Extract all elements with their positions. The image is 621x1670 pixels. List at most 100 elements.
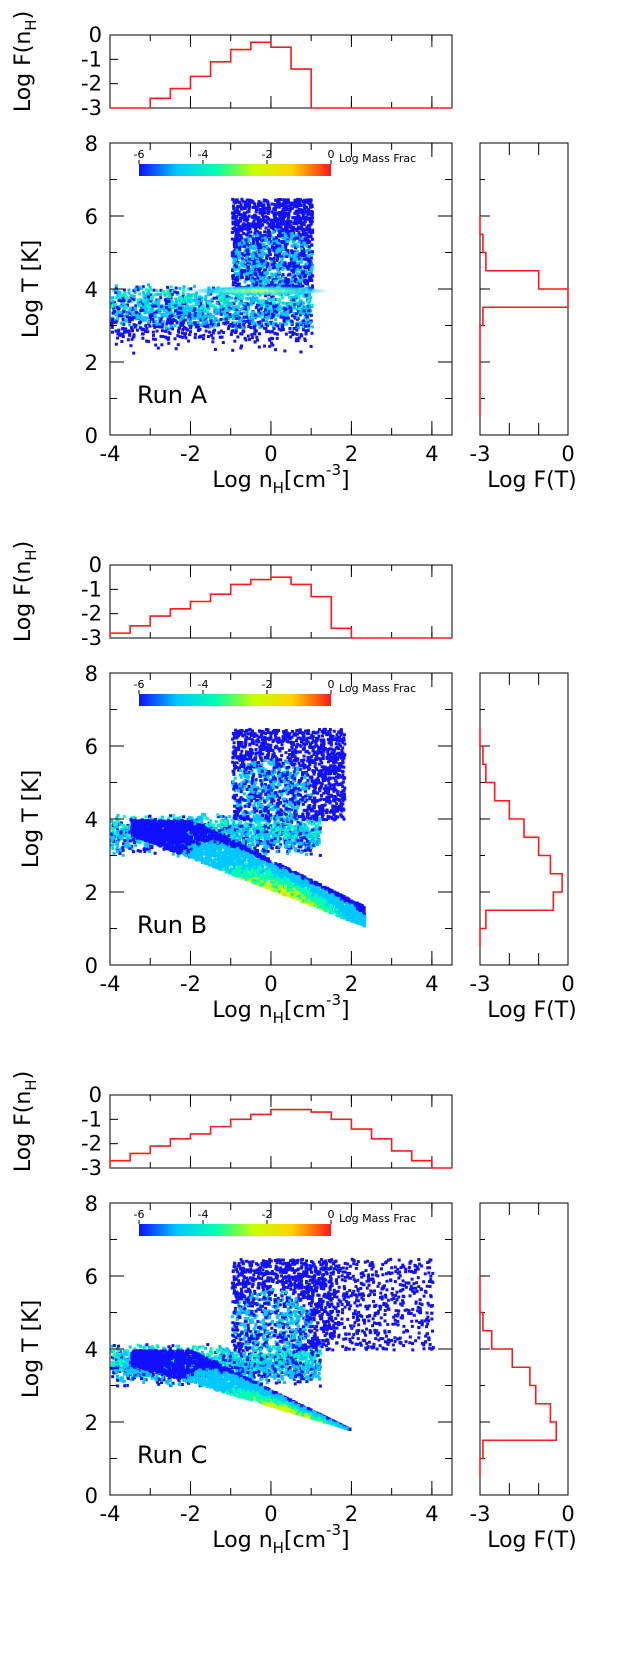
heatmap-cell	[111, 296, 115, 300]
heatmap-cell	[233, 216, 237, 220]
heatmap-cell	[266, 307, 270, 311]
heatmap-cell	[296, 264, 300, 268]
heatmap-cell	[262, 318, 266, 322]
heatmap-cell	[293, 211, 297, 215]
heatmap-cell	[237, 822, 241, 826]
heatmap-cell	[243, 203, 247, 207]
heatmap-cell	[204, 824, 208, 828]
heatmap-cell	[137, 316, 141, 320]
heatmap-cell	[298, 300, 302, 304]
heatmap-cell	[189, 326, 193, 330]
heatmap-cell	[277, 238, 281, 242]
heatmap-cell	[287, 219, 291, 223]
heatmap-cell	[295, 281, 299, 285]
heatmap-cell	[162, 847, 166, 851]
heatmap-cell	[264, 226, 268, 230]
heatmap-cell	[301, 216, 305, 220]
heatmap-cell	[240, 213, 244, 217]
heatmap-cell	[145, 292, 149, 296]
heatmap-cell	[167, 320, 171, 324]
heatmap-cell	[160, 343, 164, 347]
heatmap-cell	[290, 249, 294, 253]
heatmap-cell	[273, 249, 277, 253]
heatmap-cell	[135, 328, 139, 332]
heatmap-cell	[124, 306, 128, 310]
heatmap-cell	[167, 327, 171, 331]
heatmap-cell	[146, 295, 150, 299]
heatmap-cell	[307, 304, 311, 308]
heatmap-cell	[193, 818, 197, 822]
main-xtick-label: 4	[425, 442, 438, 466]
heatmap-cell	[175, 299, 179, 303]
heatmap-cell	[240, 236, 244, 240]
heatmap-cell	[298, 216, 302, 220]
heatmap-cell	[249, 312, 253, 316]
heatmap-cell	[255, 275, 259, 279]
heatmap-cell	[306, 846, 310, 850]
heatmap-cell	[158, 325, 162, 329]
heatmap-cell	[237, 242, 241, 246]
heatmap-cell	[297, 240, 301, 244]
heatmap-cell	[227, 825, 231, 829]
heatmap-cell	[133, 287, 137, 291]
heatmap-cell	[149, 844, 153, 848]
heatmap-cell	[255, 222, 259, 226]
heatmap-cell	[247, 837, 251, 841]
heatmap-cell	[304, 233, 308, 237]
nh-hist-ylabel: Log F(nH)	[11, 11, 40, 112]
heatmap-cell	[271, 321, 275, 325]
heatmap-cell	[302, 203, 306, 207]
heatmap-cell	[211, 304, 215, 308]
heatmap-cell	[119, 293, 123, 297]
heatmap-cell	[279, 262, 283, 266]
heatmap-cell	[121, 853, 125, 857]
heatmap-cell	[287, 849, 291, 853]
heatmap-cell	[155, 289, 159, 293]
heatmap-cell	[263, 236, 267, 240]
heatmap-cell	[309, 252, 313, 256]
heatmap-cell	[265, 844, 269, 848]
heatmap-cell	[115, 850, 119, 854]
heatmap-cell	[260, 223, 264, 227]
heatmap-cell	[263, 841, 267, 845]
heatmap-cell	[289, 335, 293, 339]
heatmap-cell	[247, 302, 251, 306]
heatmap-cell	[188, 333, 192, 337]
heatmap-cell	[262, 302, 266, 306]
heatmap-cell	[242, 305, 246, 309]
heatmap-cell	[207, 299, 211, 303]
heatmap-cell	[311, 843, 315, 847]
heatmap-cell	[285, 841, 289, 845]
heatmap-cell	[221, 330, 225, 334]
heatmap-cell	[307, 319, 311, 323]
heatmap-cell	[257, 246, 261, 250]
heatmap-cell	[316, 831, 320, 835]
heatmap-cell	[258, 226, 262, 230]
heatmap-cell	[288, 272, 292, 276]
heatmap-cell	[275, 336, 279, 340]
heatmap-cell	[243, 823, 247, 827]
heatmap-cell	[234, 211, 238, 215]
heatmap-cell	[125, 835, 129, 839]
heatmap-cell	[112, 831, 116, 835]
heatmap-cell	[261, 250, 265, 254]
t-hist-xlabel: Log F(T)	[487, 468, 577, 493]
heatmap-cell	[234, 254, 238, 258]
heatmap-cell	[310, 243, 314, 247]
heatmap-cell	[278, 844, 282, 848]
heatmap-cell	[236, 306, 240, 310]
heatmap-cell	[239, 203, 243, 207]
heatmap-cell	[132, 817, 136, 821]
heatmap-cell	[163, 304, 167, 308]
heatmap-cell	[260, 324, 264, 328]
heatmap-cell	[309, 222, 313, 226]
heatmap-cell	[310, 237, 314, 241]
heatmap-cell	[282, 319, 286, 323]
heatmap-cell	[272, 301, 276, 305]
heatmap-cell	[143, 850, 147, 854]
heatmap-cell	[299, 198, 303, 202]
heatmap-cell	[296, 244, 300, 248]
heatmap-cell	[130, 838, 134, 842]
heatmap-cell	[300, 237, 304, 241]
heatmap-cell	[196, 816, 200, 820]
